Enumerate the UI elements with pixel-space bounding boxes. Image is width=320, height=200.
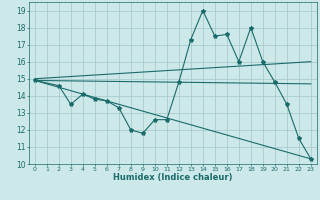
- X-axis label: Humidex (Indice chaleur): Humidex (Indice chaleur): [113, 173, 233, 182]
